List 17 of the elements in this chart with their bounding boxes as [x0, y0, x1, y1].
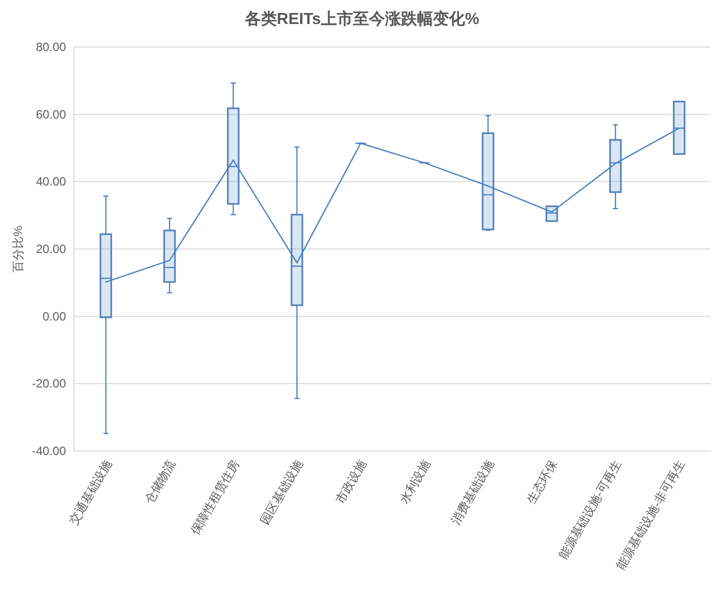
y-tick-label: 20.00 [36, 242, 66, 256]
y-tick-label: -20.00 [32, 376, 66, 391]
chart-title: 各类REITs上市至今涨跌幅变化% [244, 10, 480, 28]
x-tick-label: 生态环保 [524, 458, 560, 506]
x-tick-label: 仓储物流 [142, 458, 178, 506]
x-tick-label: 园区基础设施 [257, 458, 306, 527]
y-tick-label: 40.00 [36, 174, 66, 189]
x-tick-label: 消费基础设施 [448, 458, 497, 527]
x-tick-label: 市政设施 [333, 458, 370, 506]
y-axis-title: 百分比% [11, 225, 25, 272]
x-tick-label: 保障性租赁住房 [188, 458, 242, 538]
y-tick-label: 0.00 [42, 309, 66, 324]
x-tick-label: 水利设施 [396, 458, 433, 506]
y-tick-label: -40.00 [32, 444, 66, 458]
x-tick-label: 交通基础设施 [66, 458, 114, 527]
y-tick-label: 60.00 [36, 107, 66, 122]
y-tick-label: 80.00 [36, 40, 66, 54]
